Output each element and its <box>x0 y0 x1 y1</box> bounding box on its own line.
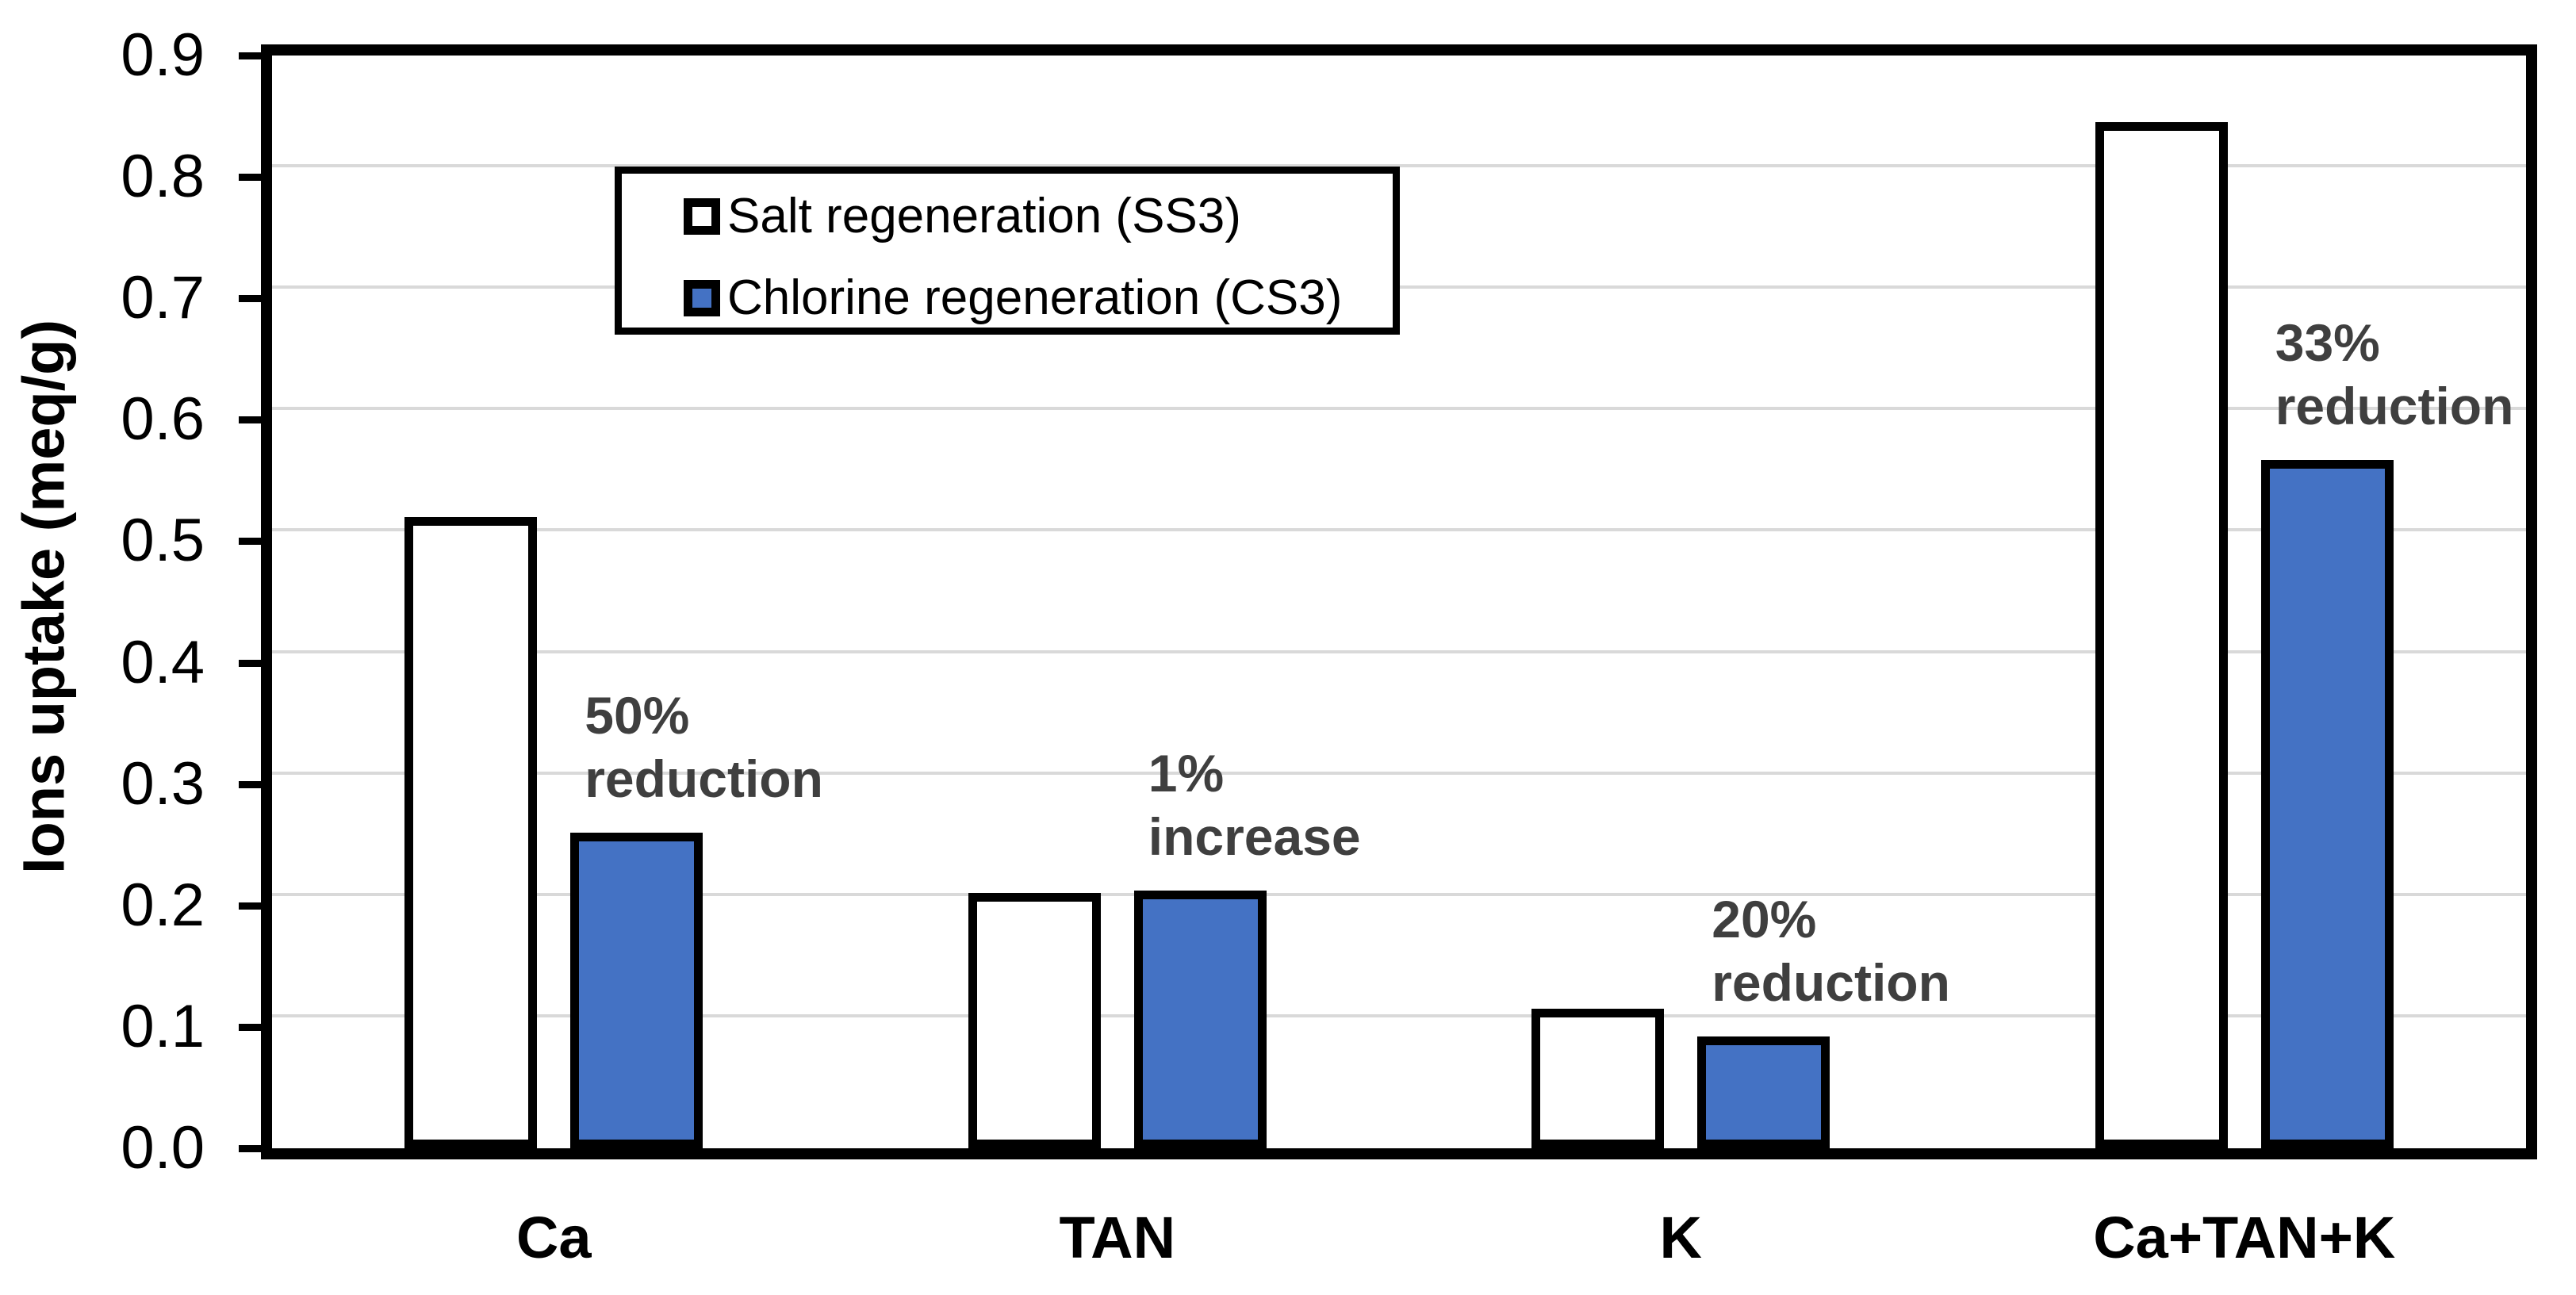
annotation-line: reduction <box>2275 376 2514 435</box>
x-category-label-tan: TAN <box>1059 1205 1176 1270</box>
gridline <box>272 407 2526 411</box>
legend: Salt regeneration (SS3) Chlorine regenera… <box>615 167 1400 335</box>
annotation-line: 33% <box>2275 312 2380 372</box>
x-category-label-ca: Ca <box>516 1205 592 1270</box>
bar-cs3-ca-tan-k <box>2260 459 2394 1148</box>
legend-swatch-cs3 <box>684 280 720 316</box>
gridline <box>272 164 2526 168</box>
annotation-tan: 1% increase <box>1148 741 1361 868</box>
annotation-line: reduction <box>1712 953 1950 1013</box>
annotation-line: 1% <box>1148 744 1225 803</box>
annotation-k: 20% reduction <box>1712 887 1950 1014</box>
bar-ss3-k <box>1531 1008 1665 1148</box>
y-tick-label: 0.6 <box>121 385 205 454</box>
y-tick-label: 0.7 <box>121 264 205 332</box>
y-tick-label: 0.2 <box>121 871 205 939</box>
bar-cs3-ca <box>570 832 703 1148</box>
annotation-line: 50% <box>585 685 690 745</box>
gridline <box>272 649 2526 653</box>
gridline <box>272 892 2526 896</box>
bar-ss3-ca-tan-k <box>2095 122 2228 1148</box>
legend-label: Salt regeneration (SS3) <box>727 189 1241 243</box>
bar-cs3-tan <box>1133 891 1267 1148</box>
y-tick-label: 0.1 <box>121 992 205 1060</box>
x-category-label-ca-tan-k: Ca+TAN+K <box>2093 1205 2396 1270</box>
annotation-ca-tan-k: 33% reduction <box>2275 311 2514 438</box>
annotation-line: increase <box>1148 807 1361 867</box>
y-tick-label: 0.4 <box>121 628 205 696</box>
y-tick-label: 0.8 <box>121 143 205 211</box>
legend-label: Chlorine regeneration (CS3) <box>727 270 1343 325</box>
annotation-line: reduction <box>585 749 823 808</box>
x-category-label-k: K <box>1659 1205 1702 1270</box>
annotation-ca: 50% reduction <box>585 684 823 810</box>
legend-swatch-ss3 <box>684 198 720 235</box>
gridline <box>272 528 2526 532</box>
bar-cs3-k <box>1697 1036 1830 1148</box>
annotation-line: 20% <box>1712 890 1817 949</box>
y-tick-label: 0.9 <box>121 21 205 89</box>
y-tick-label: 0.3 <box>121 749 205 818</box>
bar-ss3-ca <box>404 516 538 1148</box>
bar-ss3-tan <box>968 893 1101 1148</box>
y-tick-label: 0.0 <box>121 1114 205 1182</box>
gridline <box>272 1013 2526 1017</box>
gridline <box>272 771 2526 775</box>
y-tick-label: 0.5 <box>121 507 205 575</box>
